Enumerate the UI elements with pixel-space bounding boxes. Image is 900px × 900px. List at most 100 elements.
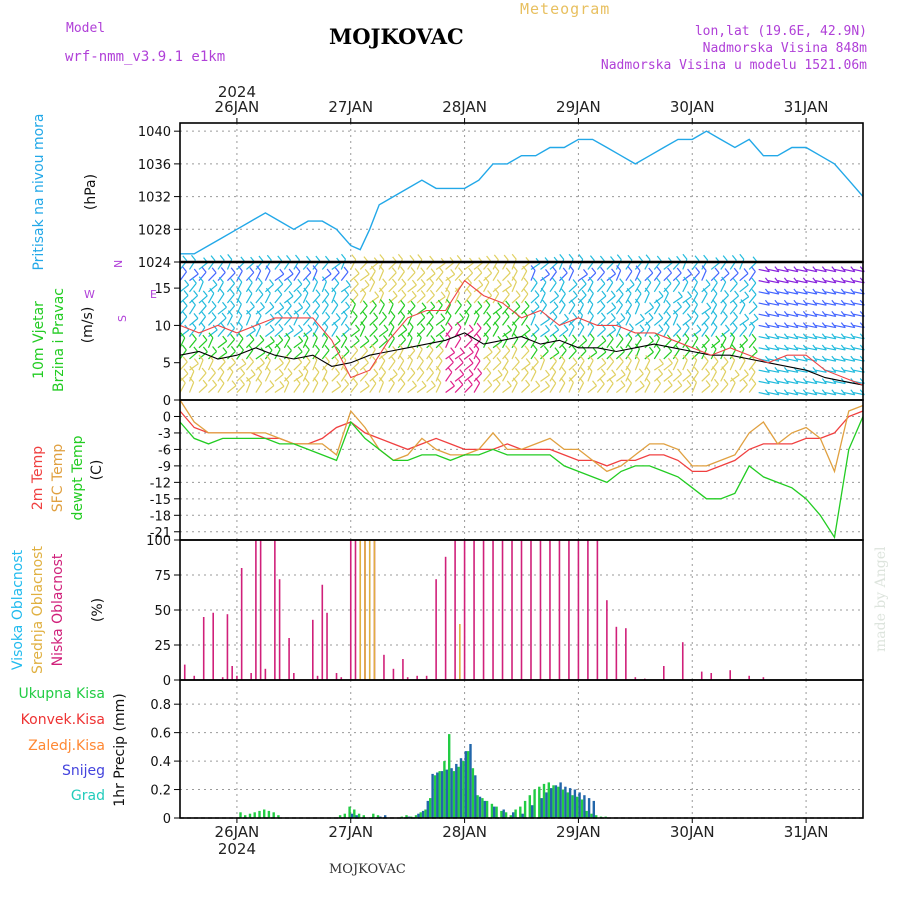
wind-barb-feather <box>774 333 780 340</box>
wind-barb-feather <box>730 377 736 384</box>
wind-barb-feather <box>323 377 329 384</box>
precip-bar <box>576 796 579 818</box>
wind-barb-feather <box>562 267 568 274</box>
y-tick-label: 1036 <box>138 158 171 173</box>
wind-barb-feather <box>458 357 464 364</box>
wind-barb <box>805 291 817 295</box>
wind-barb <box>634 282 642 293</box>
wind-barb <box>521 329 531 338</box>
wind-barb <box>502 350 511 360</box>
wind-barb <box>483 351 493 360</box>
panel-labels: Pritisak na nivou mora (hPa)10m Vjetar Brz… <box>10 113 128 806</box>
wind-barb-feather <box>200 321 206 328</box>
wind-barb <box>578 273 588 282</box>
wind-barb-feather <box>247 288 253 294</box>
wind-barb <box>834 291 846 295</box>
wind-barb <box>558 281 565 293</box>
wind-barb <box>445 304 452 315</box>
wind-barb <box>378 270 385 281</box>
wind-barb-feather <box>693 366 699 373</box>
top-day-label: 27JAN <box>328 98 373 116</box>
wind-barb-feather <box>545 268 550 275</box>
wind-barb-feather <box>193 268 199 275</box>
wind-barb <box>407 360 414 371</box>
wind-barb <box>445 371 453 382</box>
wind-barb-feather <box>476 333 482 340</box>
wind-barb-feather <box>711 366 717 373</box>
wind-barb-feather <box>456 254 462 261</box>
wind-barb-feather <box>686 313 692 319</box>
wind-barb-feather <box>407 332 413 339</box>
wind-barb-feather <box>751 289 757 295</box>
wind-barb <box>824 268 836 273</box>
wind-barb-feather <box>399 355 405 362</box>
wind-barb-feather <box>831 322 837 328</box>
wind-barb <box>672 328 682 338</box>
wind-barb-feather <box>303 365 309 372</box>
precip-bar <box>372 813 375 818</box>
wind-barb-feather <box>751 378 757 385</box>
wind-barb-feather <box>408 321 414 328</box>
wind-barb-feather <box>420 267 426 274</box>
wind-barb-feather <box>850 288 856 295</box>
wind-barb-feather <box>370 344 376 350</box>
wind-barb-feather <box>656 378 661 384</box>
wind-barb-feather <box>783 366 789 373</box>
wind-barb <box>473 315 480 326</box>
wind-barb-feather <box>588 276 594 283</box>
wind-barb-feather <box>494 321 499 328</box>
wind-barb-feather <box>515 290 521 297</box>
wind-barb-feather <box>421 380 427 387</box>
wind-barb <box>768 268 780 273</box>
y-tick-label: 0.8 <box>150 698 171 713</box>
wind-barb <box>340 359 347 371</box>
wind-barb <box>672 385 683 394</box>
wind-barb-feather <box>222 301 227 308</box>
wind-barb <box>768 380 780 385</box>
precip-bar <box>474 775 477 818</box>
wind-barb-feather <box>390 310 396 317</box>
wind-barb <box>359 316 368 326</box>
wind-barb <box>416 272 426 282</box>
wind-barb <box>587 338 595 349</box>
wind-barb-feather <box>354 268 360 274</box>
precip-bar <box>357 813 361 818</box>
wind-barb-feather <box>701 265 707 271</box>
wind-barb-feather <box>503 355 509 362</box>
wind-barb-feather <box>296 289 302 296</box>
wind-barb <box>236 270 243 281</box>
wind-barb <box>568 339 577 349</box>
wind-barb-feather <box>335 368 340 374</box>
wind-barb-feather <box>353 345 359 351</box>
wind-barb-feather <box>511 253 517 260</box>
wind-barb <box>407 284 417 293</box>
wind-barb-feather <box>618 333 624 340</box>
precip-bar <box>531 805 534 818</box>
wind-barb-feather <box>363 367 369 374</box>
wind-barb <box>682 359 688 371</box>
wind-barb-feather <box>456 299 462 306</box>
wind-barb-feather <box>591 267 597 274</box>
wind-barb <box>739 384 748 393</box>
wind-barb <box>672 296 683 304</box>
wind-barb <box>255 339 265 349</box>
wind-barb <box>454 338 462 349</box>
wind-barb <box>625 349 633 360</box>
wind-barb <box>587 272 597 282</box>
wind-barb-feather <box>812 299 818 306</box>
wind-barb-feather <box>487 379 493 386</box>
wind-barb <box>331 317 341 326</box>
wind-barb <box>815 347 827 351</box>
wind-barb-feather <box>237 321 243 328</box>
wind-barb <box>710 272 720 282</box>
wind-barb-feather <box>411 380 417 387</box>
wind-barb <box>492 270 500 281</box>
wind-barb-feather <box>218 276 224 283</box>
wind-barb-feather <box>589 333 595 340</box>
wind-barb-feather <box>793 378 799 384</box>
wind-barb <box>720 371 727 382</box>
wind-barb-feather <box>764 299 770 306</box>
wind-barb-feather <box>850 266 856 273</box>
wind-barb-feather <box>542 299 547 306</box>
wind-barb <box>748 361 757 371</box>
